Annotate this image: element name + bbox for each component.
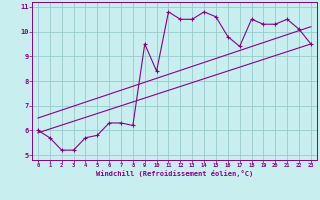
X-axis label: Windchill (Refroidissement éolien,°C): Windchill (Refroidissement éolien,°C) <box>96 170 253 177</box>
